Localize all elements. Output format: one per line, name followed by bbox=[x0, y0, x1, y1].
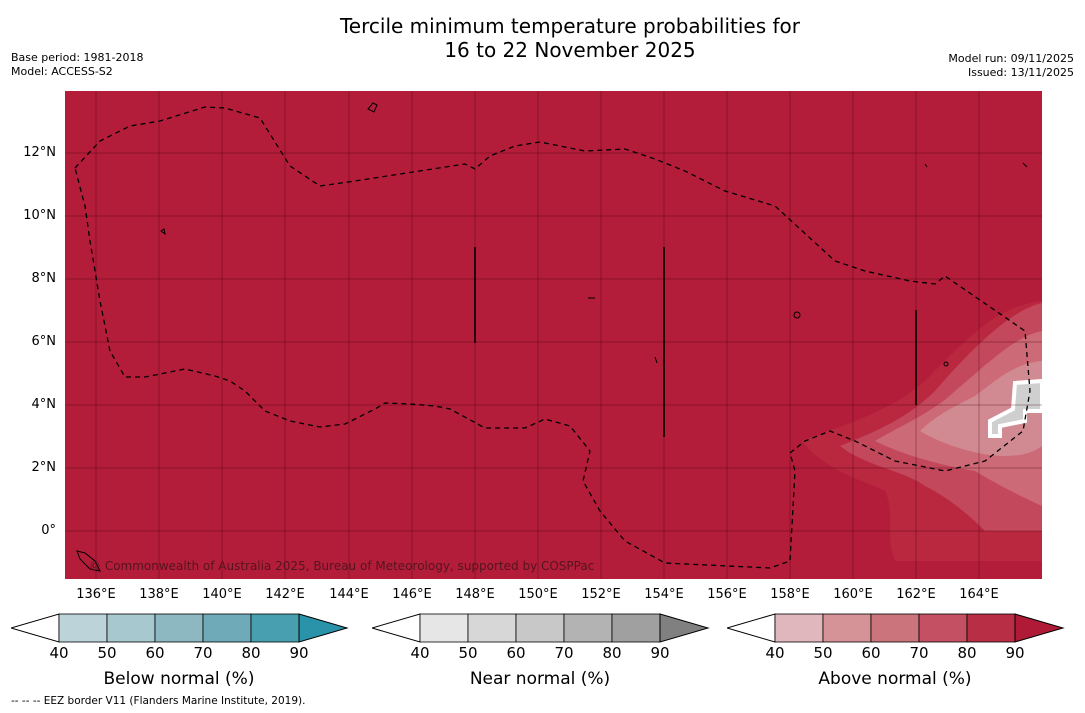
cb-tick: 40 bbox=[765, 644, 785, 662]
lon-label: 146°E bbox=[392, 587, 432, 602]
colorbar-segments bbox=[727, 613, 1065, 643]
cb-tick: 60 bbox=[506, 644, 526, 662]
lon-label: 164°E bbox=[959, 587, 999, 602]
cb-tick: 50 bbox=[458, 644, 478, 662]
colorbar-title-above: Above normal (%) bbox=[818, 669, 972, 689]
colorbar-segment bbox=[774, 613, 824, 643]
lon-label: 162°E bbox=[896, 587, 936, 602]
lon-label: 148°E bbox=[455, 587, 495, 602]
colorbar-segment bbox=[918, 613, 968, 643]
colorbar-segment bbox=[611, 613, 661, 643]
cb-tick: 90 bbox=[650, 644, 670, 662]
above-normal-shading bbox=[802, 301, 1042, 561]
base-period: Base period: 1981-2018 bbox=[11, 51, 144, 64]
map-background bbox=[65, 91, 1042, 579]
title-line-1: Tercile minimum temperature probabilitie… bbox=[339, 14, 801, 38]
meta-right: Model run: 09/11/2025 Issued: 13/11/2025 bbox=[948, 52, 1074, 80]
meta-left: Base period: 1981-2018 Model: ACCESS-S2 bbox=[11, 51, 143, 79]
lat-label: 4°N bbox=[31, 397, 57, 412]
lat-label: 6°N bbox=[31, 334, 57, 349]
colorbar-segment bbox=[822, 613, 872, 643]
colorbar-over-triangle bbox=[298, 613, 349, 643]
colorbar-segment bbox=[419, 613, 469, 643]
lat-label: 2°N bbox=[31, 460, 57, 475]
cb-tick: 70 bbox=[554, 644, 574, 662]
cb-tick: 40 bbox=[49, 644, 69, 662]
cb-tick: 60 bbox=[145, 644, 165, 662]
colorbar-segment bbox=[467, 613, 517, 643]
lon-label: 158°E bbox=[770, 587, 810, 602]
cb-tick: 70 bbox=[193, 644, 213, 662]
lon-label: 152°E bbox=[581, 587, 621, 602]
cb-tick: 40 bbox=[410, 644, 430, 662]
colorbar-segment bbox=[563, 613, 613, 643]
cb-tick: 80 bbox=[241, 644, 261, 662]
eez-borders bbox=[74, 106, 1031, 569]
colorbar-near-normal bbox=[372, 613, 710, 643]
eez-footer: -- -- -- EEZ border V11 (Flanders Marine… bbox=[11, 695, 306, 707]
colorbar-under-triangle bbox=[11, 613, 60, 643]
lon-label: 150°E bbox=[518, 587, 558, 602]
lon-label: 154°E bbox=[644, 587, 684, 602]
cb-tick: 80 bbox=[602, 644, 622, 662]
model-run: Model run: 09/11/2025 bbox=[948, 52, 1074, 65]
cb-tick: 50 bbox=[97, 644, 117, 662]
colorbar-below-normal bbox=[11, 613, 349, 643]
lat-label: 0° bbox=[41, 523, 56, 538]
lon-label: 142°E bbox=[265, 587, 305, 602]
lat-label: 12°N bbox=[23, 145, 56, 160]
colorbar-over-triangle bbox=[659, 613, 710, 643]
lon-label: 156°E bbox=[707, 587, 747, 602]
colorbar-segment bbox=[58, 613, 108, 643]
colorbar-segment bbox=[106, 613, 156, 643]
colorbar-segment bbox=[870, 613, 920, 643]
map-title: Tercile minimum temperature probabilitie… bbox=[0, 14, 1085, 62]
colorbar-under-triangle bbox=[372, 613, 421, 643]
map-copyright: © Commonwealth of Australia 2025, Bureau… bbox=[89, 559, 594, 573]
colorbar-segments bbox=[372, 613, 710, 643]
lon-label: 138°E bbox=[139, 587, 179, 602]
lat-label: 8°N bbox=[31, 271, 57, 286]
cb-tick: 70 bbox=[909, 644, 929, 662]
colorbar-segment bbox=[154, 613, 204, 643]
lon-label: 160°E bbox=[833, 587, 873, 602]
cb-tick: 90 bbox=[1005, 644, 1025, 662]
cb-tick: 90 bbox=[289, 644, 309, 662]
lon-label: 144°E bbox=[329, 587, 369, 602]
cb-tick: 80 bbox=[957, 644, 977, 662]
model-name: Model: ACCESS-S2 bbox=[11, 65, 113, 78]
colorbar-segment bbox=[250, 613, 300, 643]
colorbar-segment bbox=[202, 613, 252, 643]
colorbar-under-triangle bbox=[727, 613, 776, 643]
lon-label: 136°E bbox=[76, 587, 116, 602]
colorbar-title-near: Near normal (%) bbox=[469, 669, 611, 689]
colorbar-above-normal bbox=[727, 613, 1065, 643]
colorbar-title-below: Below normal (%) bbox=[103, 669, 255, 689]
colorbar-segments bbox=[11, 613, 349, 643]
lon-label: 140°E bbox=[202, 587, 242, 602]
map-canvas: © Commonwealth of Australia 2025, Bureau… bbox=[65, 91, 1042, 579]
colorbar-segment bbox=[515, 613, 565, 643]
lat-label: 10°N bbox=[23, 208, 56, 223]
title-line-2: 16 to 22 November 2025 bbox=[444, 38, 696, 62]
colorbar-segment bbox=[966, 613, 1016, 643]
colorbar-over-triangle bbox=[1014, 613, 1065, 643]
issued-date: Issued: 13/11/2025 bbox=[967, 66, 1074, 79]
cb-tick: 50 bbox=[813, 644, 833, 662]
islands bbox=[76, 102, 1028, 572]
cb-tick: 60 bbox=[861, 644, 881, 662]
